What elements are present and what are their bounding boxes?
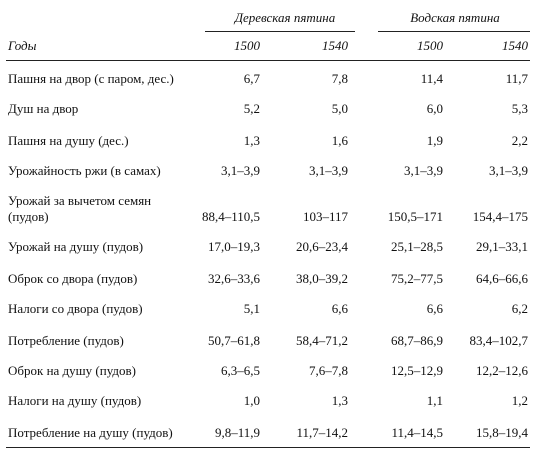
row-label: Оброк на душу (пудов) [8, 363, 136, 378]
header-cell: 1540 [322, 38, 348, 53]
cell: 6,7 [243, 71, 260, 86]
cell: 1,6 [331, 133, 348, 148]
cell: 25,1–28,5 [391, 239, 443, 254]
cell: 1,9 [426, 133, 443, 148]
cell: 150,5–171 [387, 209, 443, 224]
cell: 12,5–12,9 [391, 363, 443, 378]
cell: 29,1–33,1 [476, 239, 528, 254]
cell: 6,6 [426, 301, 443, 316]
cell: 11,4–14,5 [391, 425, 443, 440]
cell: 17,0–19,3 [208, 239, 260, 254]
header-cell: Годы [8, 38, 37, 53]
header-rule [6, 60, 530, 61]
cell: 6,3–6,5 [221, 363, 260, 378]
cell: 103–117 [302, 209, 348, 224]
group-rule [205, 31, 355, 32]
cell: 5,3 [511, 101, 528, 116]
cell: 6,0 [426, 101, 443, 116]
cell: 83,4–102,7 [469, 333, 529, 348]
cell: 3,1–3,9 [404, 163, 443, 178]
cell: 154,4–175 [472, 209, 528, 224]
cell: 3,1–3,9 [221, 163, 260, 178]
cell: 11,7–14,2 [296, 425, 348, 440]
cell: 3,1–3,9 [309, 163, 348, 178]
group-heading: Водская пятина [410, 10, 500, 25]
cell: 6,2 [511, 301, 528, 316]
row-label: Оброк со двора (пудов) [8, 271, 138, 286]
row-label: Налоги на душу (пудов) [8, 393, 142, 408]
cell: 1,0 [243, 393, 260, 408]
cell: 7,6–7,8 [309, 363, 348, 378]
cell: 64,6–66,6 [476, 271, 528, 286]
cell: 5,2 [243, 101, 260, 116]
cell: 50,7–61,8 [208, 333, 260, 348]
cell: 38,0–39,2 [296, 271, 348, 286]
row-label: Урожай за вычетом семян (пудов) [8, 193, 152, 224]
cell: 75,2–77,5 [391, 271, 443, 286]
cell: 1,1 [426, 393, 443, 408]
row-label: Налоги со двора (пудов) [8, 301, 143, 316]
header-cell: 1500 [234, 38, 260, 53]
row-label: Урожай на душу (пудов) [8, 239, 144, 254]
cell: 68,7–86,9 [391, 333, 443, 348]
cell: 5,1 [243, 301, 260, 316]
cell: 15,8–19,4 [476, 425, 528, 440]
cell: 20,6–23,4 [296, 239, 348, 254]
row-label: Урожайность ржи (в самах) [8, 163, 161, 178]
cell: 9,8–11,9 [214, 425, 260, 440]
cell: 1,3 [243, 133, 260, 148]
cell: 5,0 [331, 101, 348, 116]
cell: 3,1–3,9 [489, 163, 528, 178]
cell: 7,8 [331, 71, 348, 86]
group-rule [378, 31, 530, 32]
cell: 2,2 [511, 133, 528, 148]
bottom-rule [6, 447, 530, 448]
cell: 32,6–33,6 [208, 271, 260, 286]
cell: 12,2–12,6 [476, 363, 528, 378]
cell: 58,4–71,2 [296, 333, 348, 348]
row-label: Потребление (пудов) [8, 333, 124, 348]
group-heading: Деревская пятина [234, 10, 336, 25]
cell: 6,6 [331, 301, 348, 316]
cell: 11,7 [505, 71, 528, 86]
cell: 1,2 [511, 393, 528, 408]
cell: 1,3 [331, 393, 348, 408]
row-label: Душ на двор [8, 101, 79, 116]
row-label: Пашня на двор (с паром, дес.) [8, 71, 174, 86]
row-label: Потребление на душу (пудов) [8, 425, 173, 440]
cell: 11,4 [420, 71, 443, 86]
header-cell: 1500 [417, 38, 443, 53]
cell: 88,4–110,5 [201, 209, 260, 224]
row-label: Пашня на душу (дес.) [8, 133, 129, 148]
header-cell: 1540 [502, 38, 528, 53]
